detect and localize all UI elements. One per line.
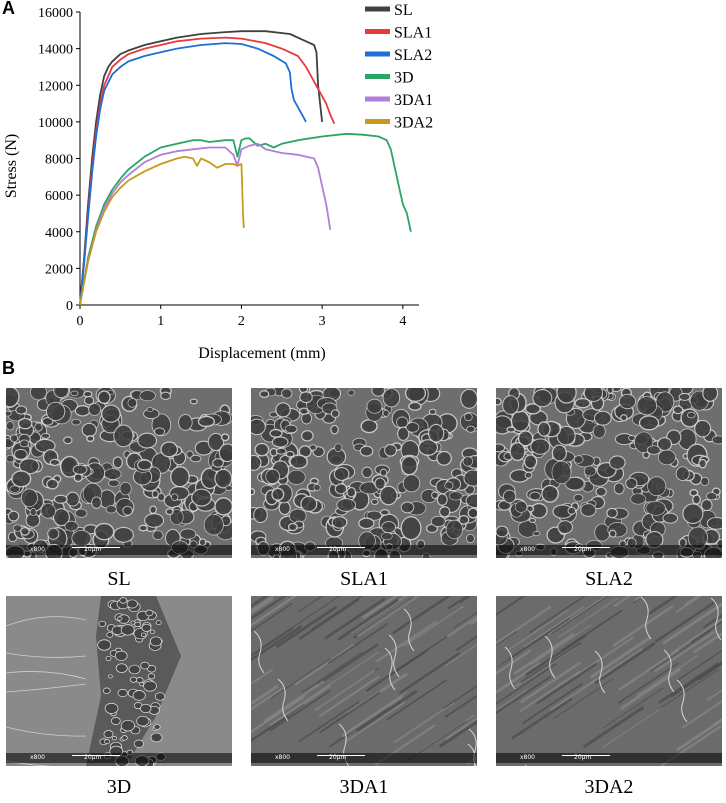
scale-line: [317, 755, 365, 756]
sem-magnification: x800: [30, 754, 46, 761]
y-tick-label: 4000: [45, 226, 73, 241]
sem-scale-bar: x800 20μm: [6, 753, 232, 763]
sem-scale-bar: x800 20μm: [496, 753, 722, 763]
panel-b-letter: B: [2, 358, 15, 378]
y-axis-label: Stress (N): [3, 134, 20, 198]
legend-label-sla2: SLA2: [394, 47, 432, 64]
sem-scale-bar: x800 20μm: [6, 545, 232, 555]
sem-micrograph: x800 20μm: [251, 388, 477, 558]
chart-legend: SL SLA1 SLA2 3D 3DA1 3DA2: [365, 2, 433, 132]
sem-scale-label: 20μm: [574, 754, 592, 761]
sem-caption: SLA1: [340, 568, 388, 590]
legend-label-sla1: SLA1: [394, 25, 432, 42]
scale-line: [562, 755, 610, 756]
panel-a-letter: A: [2, 0, 15, 18]
chart-series: [79, 30, 412, 306]
sem-magnification: x800: [275, 754, 291, 761]
sem-scale-label: 20μm: [84, 546, 102, 553]
sem-micrograph: x800 20μm: [6, 596, 232, 766]
sem-panel-3da2: x800 20μm 3DA2: [496, 596, 722, 799]
sem-caption: SL: [107, 568, 131, 590]
x-tick-label: 4: [399, 314, 406, 329]
sem-panel-sla2: x800 20μm SLA2: [496, 388, 722, 591]
legend-label-3da2: 3DA2: [394, 115, 433, 132]
series-line-sla2: [79, 42, 307, 306]
x-tick-label: 3: [319, 314, 326, 329]
series-line-3da1: [79, 142, 332, 306]
sem-magnification: x800: [520, 754, 536, 761]
scale-line: [562, 547, 610, 548]
chart-axes: 0 1 2 3 4 0 2000 4000 6000 8000 10000 12000 14000 160…: [38, 6, 419, 329]
scale-line: [72, 755, 120, 756]
y-tick-label: 12000: [38, 79, 73, 94]
y-tick-label: 16000: [38, 6, 73, 21]
y-tick-label: 14000: [38, 43, 73, 58]
y-tick-label: 2000: [45, 262, 73, 277]
sem-scale-label: 20μm: [574, 546, 592, 553]
series-line-3d: [79, 132, 412, 306]
y-tick-label: 10000: [38, 116, 73, 131]
legend-label-3d: 3D: [394, 70, 414, 87]
sem-magnification: x800: [30, 546, 46, 553]
x-tick-label: 2: [238, 314, 245, 329]
sem-panel-3d: x800 20μm 3D: [6, 596, 232, 799]
x-tick-label: 1: [157, 314, 164, 329]
stress-displacement-chart: 0 1 2 3 4 0 2000 4000 6000 8000 10000 12000 14000 160…: [3, 2, 433, 362]
sem-scale-label: 20μm: [329, 546, 347, 553]
x-axis-label: Displacement (mm): [198, 345, 326, 362]
sem-scale-label: 20μm: [329, 754, 347, 761]
legend-label-3da1: 3DA1: [394, 92, 433, 109]
sem-caption: SLA2: [585, 568, 633, 590]
sem-caption: 3D: [106, 776, 132, 798]
sem-scale-label: 20μm: [84, 754, 102, 761]
series-line-sl: [79, 30, 323, 306]
x-tick-label: 0: [77, 314, 84, 329]
y-tick-label: 6000: [45, 189, 73, 204]
sem-scale-bar: x800 20μm: [496, 545, 722, 555]
sem-magnification: x800: [520, 546, 536, 553]
sem-micrograph: x800 20μm: [251, 596, 477, 766]
legend-label-sl: SL: [394, 2, 413, 19]
series-line-sla1: [79, 36, 336, 306]
scale-line: [317, 547, 365, 548]
sem-panel-3da1: x800 20μm 3DA1: [251, 596, 477, 799]
sem-micrograph: x800 20μm: [6, 388, 232, 558]
y-tick-label: 0: [66, 299, 73, 314]
sem-scale-bar: x800 20μm: [251, 545, 477, 555]
sem-scale-bar: x800 20μm: [251, 753, 477, 763]
sem-panel-sla1: x800 20μm SLA1: [251, 388, 477, 591]
sem-caption: 3DA2: [584, 776, 634, 798]
sem-magnification: x800: [275, 546, 291, 553]
sem-caption: 3DA1: [339, 776, 389, 798]
y-tick-label: 8000: [45, 153, 73, 168]
sem-panel-sl: x800 20μm SL: [6, 388, 232, 591]
series-line-3da2: [79, 155, 245, 306]
sem-micrograph: x800 20μm: [496, 596, 722, 766]
scale-line: [72, 547, 120, 548]
sem-micrograph: x800 20μm: [496, 388, 722, 558]
